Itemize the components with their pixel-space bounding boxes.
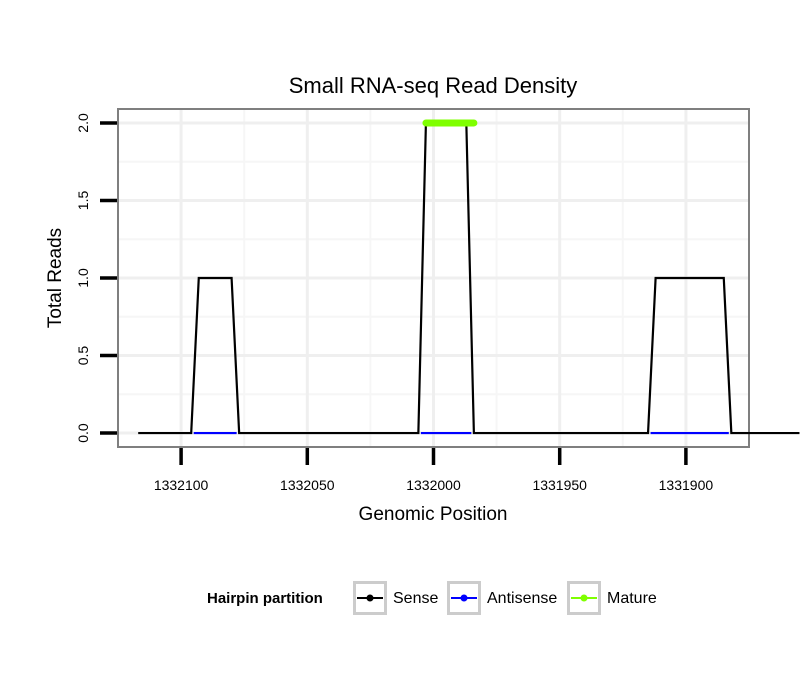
y-axis-label: Total Reads <box>45 228 66 328</box>
y-tick-label-0: 0.0 <box>75 423 91 443</box>
x-tick-label-0: 1332100 <box>154 477 209 493</box>
y-axis: 0.0 0.5 1.0 1.5 2.0 <box>75 113 117 443</box>
chart-title: Small RNA-seq Read Density <box>289 73 578 98</box>
legend-key-point-sense <box>366 594 374 602</box>
y-tick-label-3: 1.5 <box>75 191 91 211</box>
x-tick-label-1: 1332050 <box>280 477 335 493</box>
legend-label-antisense: Antisense <box>487 590 557 607</box>
x-tick-label-4: 1331900 <box>659 477 714 493</box>
x-axis: 1332100 1332050 1332000 1331950 1331900 <box>154 448 714 493</box>
data-series <box>138 119 800 435</box>
x-tick-label-2: 1332000 <box>406 477 461 493</box>
y-tick-label-2: 1.0 <box>75 268 91 288</box>
legend-label-mature: Mature <box>607 590 657 607</box>
y-tick-label-1: 0.5 <box>75 346 91 366</box>
legend-title: Hairpin partition <box>207 590 323 607</box>
y-tick-label-4: 2.0 <box>75 113 91 133</box>
legend-key-point-mature <box>580 594 588 602</box>
x-axis-label: Genomic Position <box>359 504 508 525</box>
legend-key-point-antisense <box>460 594 468 602</box>
x-tick-label-3: 1331950 <box>532 477 587 493</box>
legend: Hairpin partition Sense Antisense Mature <box>207 581 657 615</box>
plot-panel-border <box>117 108 750 448</box>
legend-label-sense: Sense <box>393 590 438 607</box>
